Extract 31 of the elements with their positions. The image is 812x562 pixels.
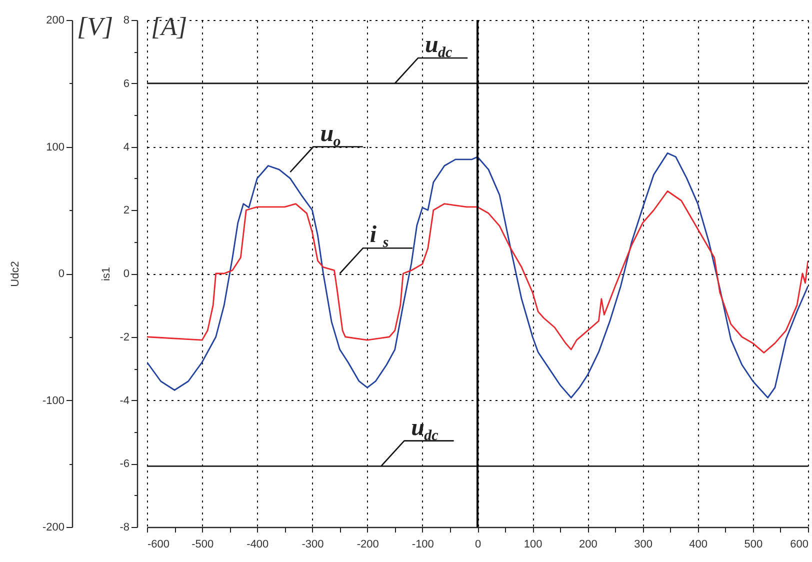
- y-axis-title: Udc2: [9, 261, 22, 287]
- y-tick-label: -200: [42, 522, 64, 534]
- y-tick-label: -100: [42, 394, 64, 407]
- y2-tick-label: 2: [123, 204, 130, 217]
- y2-tick-label: 8: [123, 14, 130, 26]
- x-tick-label: 100: [524, 538, 542, 550]
- x-tick-label: -600: [148, 538, 170, 550]
- y2-axis-title: is1: [100, 266, 113, 282]
- x-tick-label: -500: [192, 538, 214, 550]
- text: [V]: [77, 12, 114, 41]
- x-tick-label: -100: [412, 538, 434, 550]
- x-tick-label: -400: [246, 538, 269, 550]
- y-tick-label: 0: [58, 268, 64, 280]
- x-tick-label: 400: [689, 538, 708, 550]
- y2-tick-label: -2: [120, 331, 130, 344]
- y-tick-label: 100: [46, 141, 64, 154]
- x-tick-label: 0: [474, 538, 482, 550]
- y2-tick-label: -6: [120, 458, 130, 470]
- x-tick-label: -200: [356, 538, 379, 550]
- y2-tick-label: 4: [123, 141, 130, 154]
- y2-tick-label: 6: [123, 78, 130, 90]
- x-tick-label: -300: [302, 538, 324, 550]
- y2-tick-label: -4: [120, 394, 130, 407]
- x-tick-label: 500: [744, 538, 763, 550]
- annotation: [A]: [151, 12, 188, 41]
- x-tick-label: 200: [578, 538, 598, 550]
- x-tick-label: 300: [634, 538, 652, 550]
- y2-tick-label: -8: [120, 522, 130, 534]
- y-tick-label: 200: [46, 14, 64, 26]
- y2-tick-label: 0: [123, 268, 130, 280]
- x-tick-label: 600: [790, 538, 808, 550]
